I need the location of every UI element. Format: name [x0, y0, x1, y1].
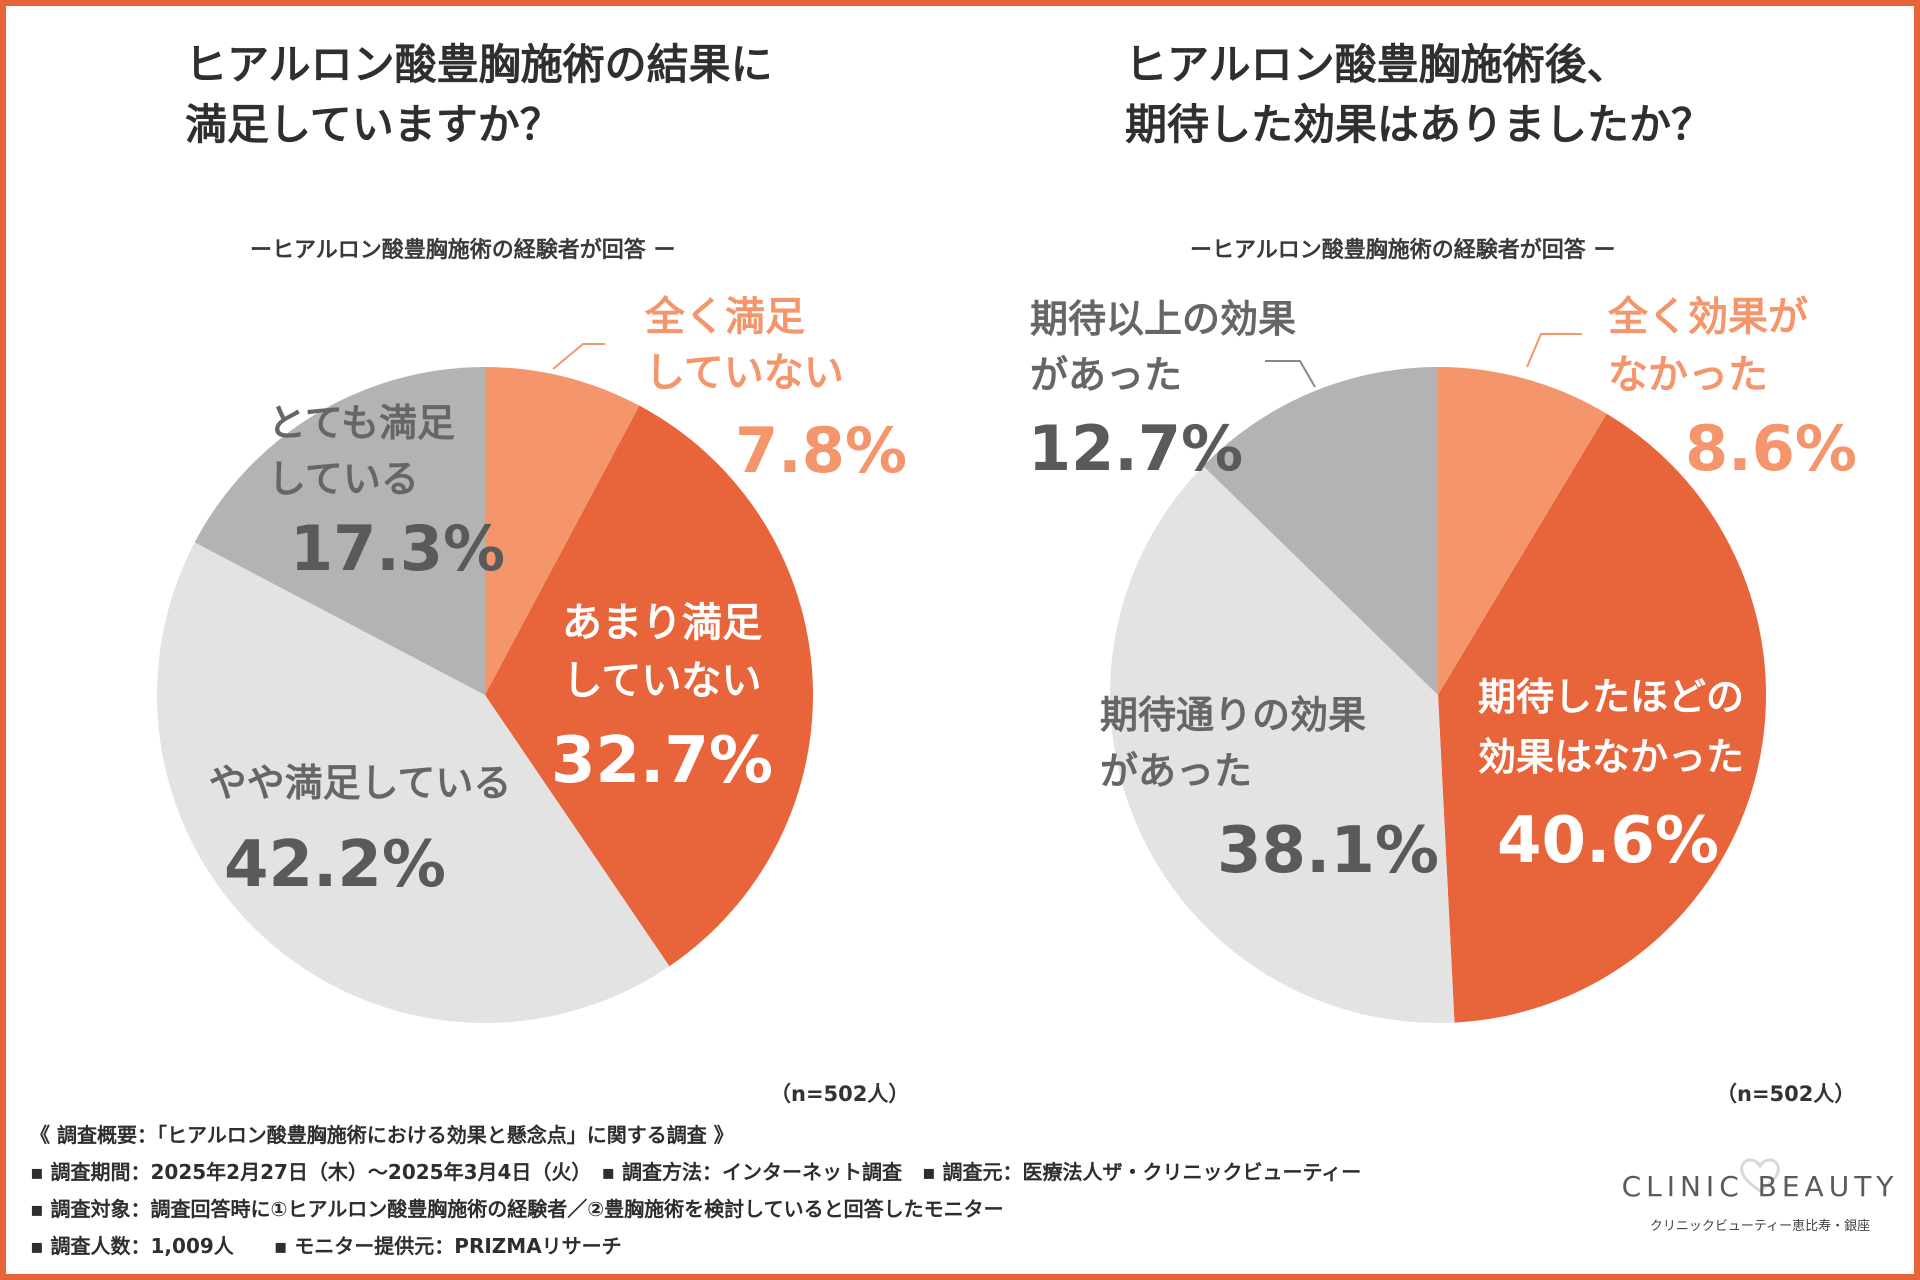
left-chart-title: ヒアルロン酸豊胸施術の結果に 満足していますか？ — [185, 35, 773, 155]
left-chart-subtitle: ーヒアルロン酸豊胸施術の経験者が回答 ー — [250, 238, 676, 263]
left-slice-4-label-line-2: している — [268, 457, 419, 501]
left-slice-2-label-line-1: あまり満足 — [562, 600, 762, 646]
brand-subtitle: クリニックビューティー恵比寿・銀座 — [1649, 1219, 1871, 1234]
right-slice-4-label-line-2: があった — [1030, 353, 1182, 397]
survey-target: ▪ 調査対象：調査回答時に①ヒアルロン酸豊胸施術の経験者／②豊胸施術を検討してい… — [30, 1197, 1004, 1221]
right-slice-2-value-label: 40.6% — [1497, 804, 1719, 878]
left-leader-line-1 — [552, 343, 605, 370]
left-title-line-1: ヒアルロン酸豊胸施術の結果に — [185, 40, 773, 89]
left-slice-2-value-label: 32.7% — [551, 724, 773, 798]
right-slice-2-label-line-1: 期待したほどの — [1478, 675, 1744, 719]
left-slice-1-label-line-1: 全く満足 — [644, 294, 805, 340]
left-slice-4-label-line-1: とても満足 — [268, 401, 455, 445]
left-pie-slice-4 — [194, 367, 485, 695]
right-slice-2-label-line-2: 効果はなかった — [1478, 735, 1744, 779]
left-title-line-2: 満足していますか？ — [185, 100, 562, 149]
survey-overview-title: 《 調査概要：「ヒアルロン酸豊胸施術における効果と懸念点」に関する調査 》 — [30, 1123, 734, 1147]
left-slice-2-label-line-2: していない — [563, 658, 762, 704]
right-slice-1-value-label: 8.6% — [1685, 412, 1857, 485]
right-slice-3-value-label: 38.1% — [1217, 814, 1439, 888]
left-slice-4-value-label: 17.3% — [290, 512, 505, 585]
left-pie-slice-3 — [156, 542, 670, 1023]
left-slice-1-label-line-2: していない — [645, 350, 844, 396]
survey-count-provider: ▪ 調査人数：1,009人 ▪ モニター提供元：PRIZMAリサーチ — [30, 1234, 622, 1258]
brand: CLINIC BEAUTY クリニックビューティー恵比寿・銀座 — [1620, 1170, 1900, 1234]
right-pie-slice-2 — [1438, 413, 1767, 1023]
right-pie-slice-3 — [1109, 466, 1455, 1024]
right-slice-4-label-line-1: 期待以上の効果 — [1030, 297, 1296, 341]
brand-name: CLINIC BEAUTY — [1621, 1170, 1899, 1203]
right-leader-line-1 — [1526, 333, 1582, 368]
left-slice-1-value-label: 7.8% — [735, 414, 907, 487]
left-slice-3-label-line-1: やや満足している — [209, 761, 512, 805]
right-leader-line-2 — [1265, 360, 1316, 388]
right-title-line-2: 期待した効果はありましたか？ — [1125, 100, 1714, 149]
right-sample-size: （n=502人） — [1716, 1082, 1856, 1106]
survey-period-method-source: ▪ 調査期間：2025年2月27日（木）～2025年3月4日（火） ▪ 調査方法… — [30, 1160, 1362, 1184]
right-slice-1-label-line-2: なかった — [1608, 352, 1768, 398]
right-chart-title: ヒアルロン酸豊胸施術後、 期待した効果はありましたか？ — [1125, 35, 1713, 155]
right-slice-1-label-line-1: 全く効果が — [1607, 294, 1808, 340]
right-slice-3-label-line-1: 期待通りの効果 — [1100, 693, 1366, 737]
right-slice-4-value-label: 12.7% — [1028, 412, 1243, 485]
survey-overview: 《 調査概要：「ヒアルロン酸豊胸施術における効果と懸念点」に関する調査 》 ▪ … — [30, 1117, 1361, 1265]
left-sample-size: （n=502人） — [770, 1082, 910, 1106]
right-pie-slice-4 — [1203, 367, 1438, 695]
right-title-line-1: ヒアルロン酸豊胸施術後、 — [1125, 40, 1629, 89]
left-slice-3-value-label: 42.2% — [224, 828, 446, 902]
right-chart-subtitle: ーヒアルロン酸豊胸施術の経験者が回答 ー — [1190, 238, 1616, 263]
right-pie-slice-1 — [1438, 367, 1607, 695]
left-pie-slice-1 — [485, 367, 640, 695]
right-slice-3-label-line-2: があった — [1100, 749, 1252, 793]
left-pie-slice-2 — [485, 405, 813, 967]
clinic-beauty-logo-icon — [1740, 1158, 1780, 1193]
